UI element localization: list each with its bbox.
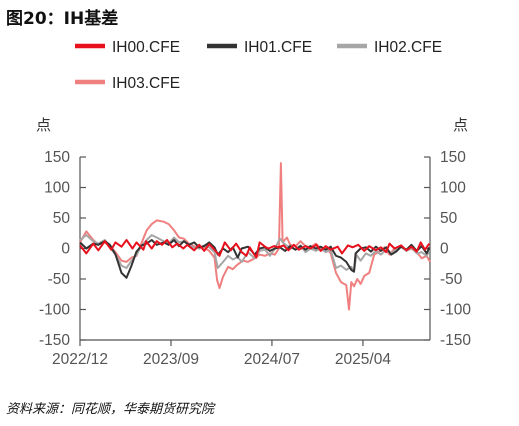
x-tick-label: 2023/09 bbox=[143, 351, 199, 368]
y-tick-label-left: 100 bbox=[44, 180, 70, 197]
y-tick-label-right: -100 bbox=[440, 302, 471, 319]
y-tick-label-right: -150 bbox=[440, 332, 471, 349]
x-tick-label: 2025/04 bbox=[335, 351, 391, 368]
legend: IH00.CFE IH01.CFE IH02.CFE IH03.CFE bbox=[75, 39, 442, 92]
legend-label: IH02.CFE bbox=[374, 39, 442, 56]
series-line-ih02-cfe bbox=[79, 234, 431, 273]
y-tick-label-left: -50 bbox=[48, 271, 71, 288]
y-tick-label-left: 0 bbox=[61, 241, 70, 258]
y-tick-label-right: 50 bbox=[440, 210, 458, 227]
legend-label: IH01.CFE bbox=[244, 39, 312, 56]
y-tick-label-left: 150 bbox=[44, 149, 70, 166]
y-unit-right: 点 bbox=[453, 116, 468, 134]
y-tick-label-left: 50 bbox=[53, 210, 71, 227]
series-line-ih00-cfe bbox=[79, 239, 431, 259]
y-tick-label-left: -150 bbox=[39, 332, 70, 349]
y-tick-label-left: -100 bbox=[39, 302, 70, 319]
x-tick-label: 2022/12 bbox=[52, 351, 108, 368]
y-tick-label-right: 0 bbox=[440, 241, 449, 258]
y-tick-label-right: 150 bbox=[440, 149, 466, 166]
series-layer bbox=[79, 162, 431, 311]
y-tick-label-right: 100 bbox=[440, 180, 466, 197]
series-line-ih03-cfe bbox=[79, 162, 431, 311]
y-tick-label-right: -50 bbox=[440, 271, 463, 288]
legend-label: IH00.CFE bbox=[112, 39, 180, 56]
y-unit-left: 点 bbox=[36, 116, 51, 134]
source-note: 资料来源：同花顺，华泰期货研究院 bbox=[6, 402, 215, 417]
x-tick-label: 2024/07 bbox=[244, 351, 300, 368]
axes: 150 150 100 100 50 50 0 0 -50 -50 -100 -100 -150 -150… bbox=[39, 149, 471, 368]
figure-title: 图20：IH基差 bbox=[6, 9, 119, 29]
legend-label: IH03.CFE bbox=[112, 75, 180, 92]
